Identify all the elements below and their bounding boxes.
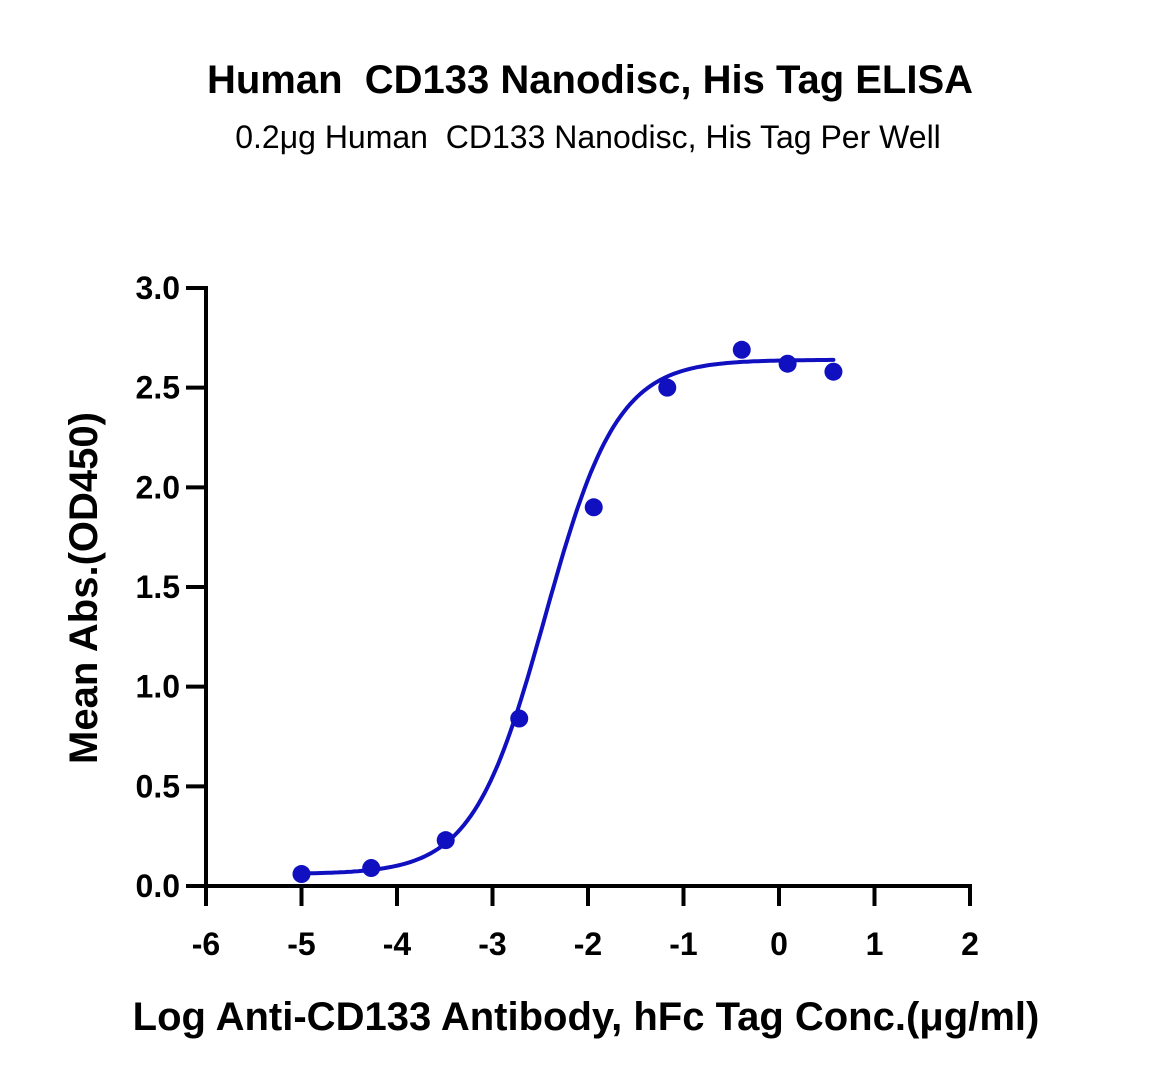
chart-subtitle: 0.2μg Human CD133 Nanodisc, His Tag Per … [235, 119, 941, 155]
fit-curve [299, 357, 836, 876]
y-tick-label: 1.0 [136, 669, 180, 705]
x-tick-label: -1 [669, 926, 697, 962]
y-tick-label: 2.5 [136, 370, 180, 406]
x-tick-label: -3 [478, 926, 506, 962]
x-tick-label: 0 [770, 926, 788, 962]
y-axis-label: Mean Abs.(OD450) [62, 412, 106, 764]
data-point [584, 498, 603, 517]
y-tick-label: 3.0 [136, 270, 180, 306]
y-tick-label: 2.0 [136, 469, 180, 505]
data-point [362, 859, 381, 878]
chart-title: Human CD133 Nanodisc, His Tag ELISA [207, 58, 973, 102]
data-point [778, 354, 797, 373]
data-point [292, 865, 311, 884]
data-point [732, 340, 751, 359]
data-point [436, 831, 455, 850]
y-tick-label: 1.5 [136, 569, 180, 605]
x-tick-label: -4 [383, 926, 412, 962]
x-tick-label: 1 [866, 926, 884, 962]
plot-area: 0.0 0.5 1.0 1.5 2.0 2.5 3.0 -6 -5 -4 -3 -2 -1 0 1 2 [136, 270, 979, 962]
x-axis-label: Log Anti-CD133 Antibody, hFc Tag Conc.(μ… [133, 995, 1040, 1039]
data-point [824, 362, 843, 381]
data-point [510, 709, 529, 728]
data-point [658, 378, 677, 397]
x-tick-label: -2 [574, 926, 602, 962]
x-tick-label: 2 [961, 926, 979, 962]
x-tick-label: -5 [287, 926, 315, 962]
y-tick-label: 0.0 [136, 868, 180, 904]
x-tick-label: -6 [192, 926, 220, 962]
y-tick-label: 0.5 [136, 768, 180, 804]
